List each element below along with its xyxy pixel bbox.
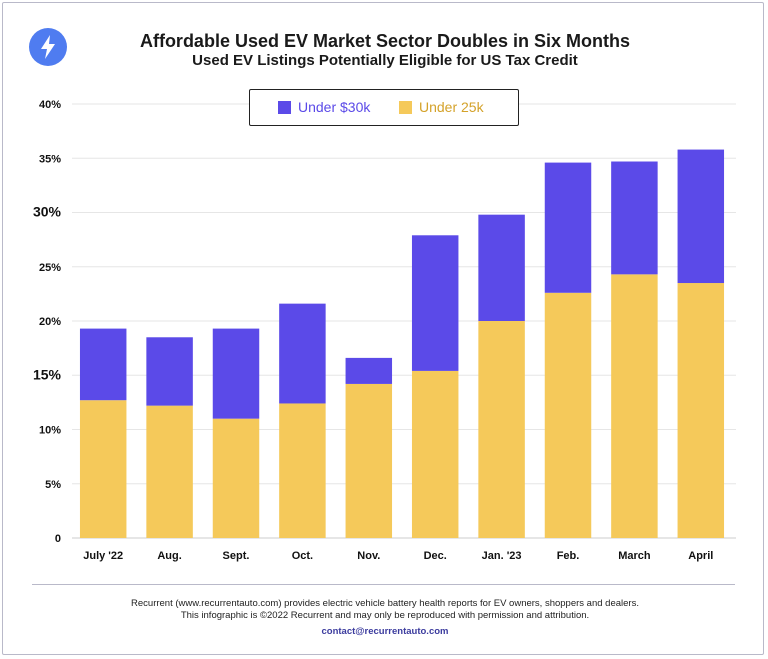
x-tick-label: April (688, 550, 713, 562)
contact-email-link[interactable]: contact@recurrentauto.com (321, 626, 449, 637)
chart-legend: Under $30k Under 25k (249, 89, 519, 126)
y-tick-label: 35% (39, 153, 61, 165)
y-tick-label: 20% (39, 316, 61, 328)
y-tick-label: 15% (33, 366, 62, 382)
x-tick-label: Aug. (157, 550, 181, 562)
x-tick-label: Sept. (223, 550, 250, 562)
y-tick-label: 0 (55, 533, 61, 545)
bar-under-25k (79, 400, 127, 538)
stacked-bar-chart: 0 5% 10% 15% 20% 25% 30% 35% 40% July '22 Aug. Sept… (33, 99, 736, 562)
bar-under-30k (345, 357, 393, 384)
bar-under-30k (146, 337, 193, 406)
bar-under-30k (611, 161, 658, 275)
bar-under-25k (677, 283, 725, 538)
legend-swatch-under-25k (399, 101, 412, 114)
bar-under-25k (212, 418, 260, 538)
footer-divider (32, 584, 735, 585)
bar-under-25k (611, 274, 658, 538)
bar-under-25k (478, 321, 525, 538)
legend-label-under-25k: Under 25k (419, 99, 484, 115)
x-tick-label: July '22 (83, 550, 123, 562)
bar-under-30k (544, 162, 592, 293)
bar-under-30k (212, 328, 260, 419)
x-tick-label: Dec. (424, 550, 447, 562)
bar-under-30k (411, 235, 459, 371)
legend-swatch-under-30k (278, 101, 291, 114)
y-tick-label: 30% (33, 204, 62, 220)
bar-under-25k (279, 403, 326, 538)
bar-under-25k (345, 383, 393, 538)
legend-label-under-30k: Under $30k (298, 99, 371, 115)
y-tick-label: 40% (39, 99, 61, 111)
y-tick-label: 25% (39, 262, 61, 274)
bar-under-25k (544, 292, 592, 538)
footer-copyright: This infographic is ©2022 Recurrent and … (180, 610, 590, 621)
x-tick-label: Nov. (357, 550, 380, 562)
footer-description: Recurrent (www.recurrentauto.com) provid… (131, 598, 639, 609)
x-tick-label: March (618, 550, 651, 562)
chart-subtitle: Used EV Listings Potentially Eligible fo… (192, 52, 578, 69)
bar-under-30k (677, 149, 725, 284)
bar-under-30k (478, 214, 525, 321)
bar-under-30k (79, 328, 127, 401)
x-tick-label: Feb. (557, 550, 580, 562)
x-tick-label: Jan. '23 (482, 550, 522, 562)
lightning-bolt-icon (29, 28, 67, 66)
bar-under-25k (146, 405, 193, 538)
y-tick-label: 5% (45, 479, 61, 491)
x-tick-label: Oct. (292, 550, 313, 562)
bar-under-25k (411, 370, 459, 538)
y-tick-label: 10% (39, 425, 61, 437)
bar-under-30k (279, 303, 326, 404)
chart-title: Affordable Used EV Market Sector Doubles… (139, 31, 631, 51)
